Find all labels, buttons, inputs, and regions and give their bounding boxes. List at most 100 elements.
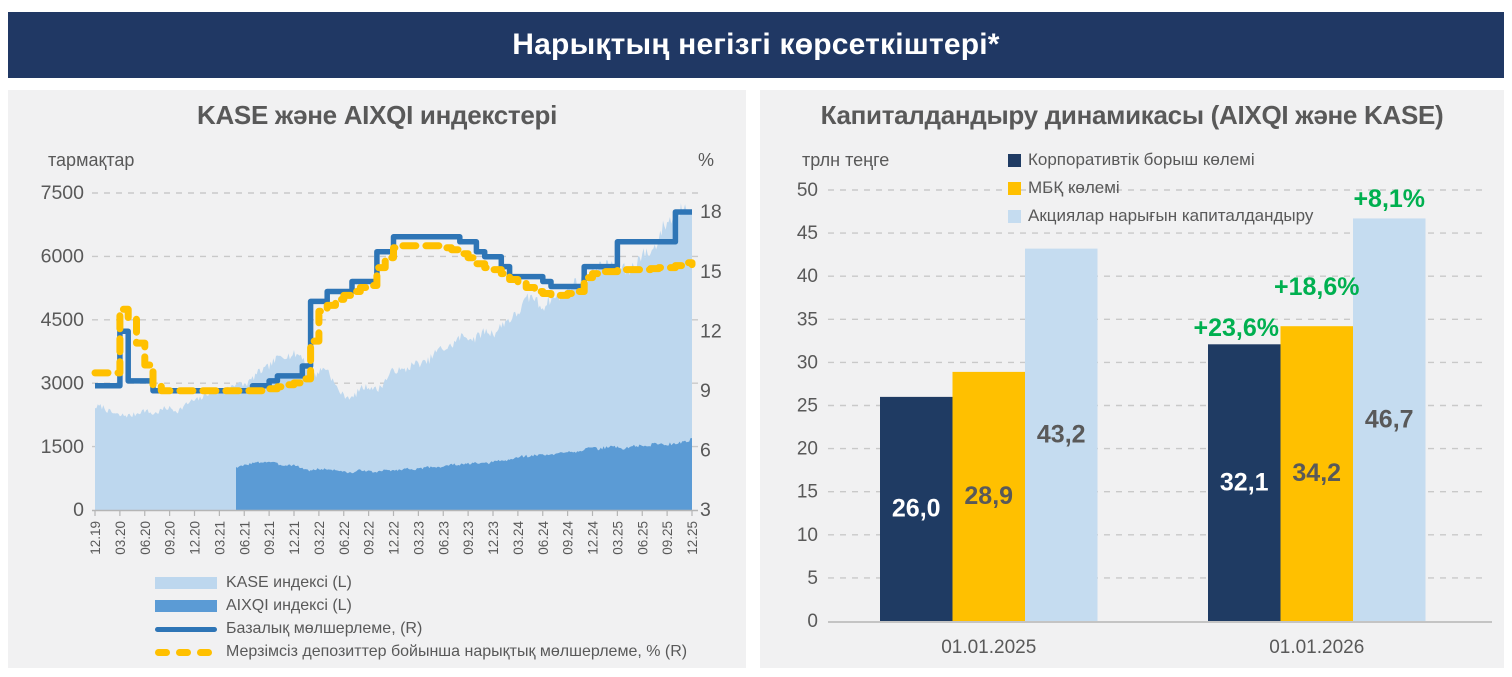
area-swatch [155, 600, 217, 612]
aixqi-index-area-series [236, 438, 692, 510]
x-axis-tick-label: 06.20 [138, 521, 153, 555]
y-axis-tick-label: 35 [797, 309, 818, 330]
bar-0-cat-0 [880, 396, 953, 621]
legend-item: KASE индексі (L) [155, 573, 687, 593]
legend-swatch-area [155, 577, 217, 589]
x-axis-tick-label: 09.24 [561, 521, 576, 555]
legend-item: Корпоративтік борыш көлемі [1008, 150, 1313, 169]
y-axis-tick-label: 0 [807, 611, 818, 632]
line-swatch [155, 626, 217, 632]
bar-1-cat-0 [952, 371, 1025, 621]
bar-1-cat-1 [1280, 326, 1353, 621]
legend-item: МБҚ көлемі [1008, 178, 1313, 197]
capitalization-bar-chart: трлн теңге 0 5 10 15 20 25 30 35 40 45 50 26,0 28,9 43… [797, 150, 1492, 658]
category-label: 01.01.2025 [941, 637, 1036, 658]
left-axis-unit-label: тармақтар [48, 150, 134, 170]
bar-value-label: 28,9 [964, 482, 1013, 510]
y-axis-tick-label: 30 [797, 352, 818, 373]
right-axis-tick-label: 18 [700, 201, 722, 223]
right-axis-unit-label: % [698, 150, 714, 170]
x-axis-tick-label: 06.25 [635, 521, 650, 555]
y-axis-tick-label: 40 [797, 266, 818, 287]
right-chart-title: Капиталдандыру динамикасы (AIXQI және KA… [820, 100, 1444, 130]
x-axis-tick-label: 09.21 [262, 521, 277, 555]
bar-value-label: 43,2 [1037, 420, 1086, 448]
x-axis-tick-label: 12.22 [387, 521, 402, 555]
x-axis-tick-label: 06.21 [237, 521, 252, 555]
x-axis-tick-label: 12.21 [287, 521, 302, 555]
x-axis-tick-label: 03.24 [511, 521, 526, 555]
right-axis-tick-label: 12 [700, 320, 722, 342]
x-axis-tick-label: 06.23 [436, 521, 451, 555]
legend-square-swatch [1008, 153, 1021, 167]
legend-label: Мерзімсіз депозиттер бойынша нарықтық мө… [226, 643, 688, 660]
dash-swatch [176, 648, 191, 656]
legend-label: AIXQI индексі (L) [226, 597, 352, 614]
x-axis-tick-label: 03.21 [212, 521, 227, 555]
left-axis-tick-label: 7500 [41, 182, 85, 204]
x-axis-tick-label: 12.25 [685, 521, 700, 555]
y-axis-tick-label: 25 [797, 396, 818, 417]
left-axis-tick-label: 6000 [41, 246, 85, 268]
legend-label: Акциялар нарығын капиталдандыру [1028, 206, 1314, 225]
x-axis-tick-label: 09.25 [660, 521, 675, 555]
right-axis-tick-label: 15 [700, 261, 722, 283]
left-axis-tick-label: 0 [73, 499, 84, 521]
y-axis-tick-label: 50 [797, 180, 818, 201]
x-axis-tick-label: 12.23 [486, 521, 501, 555]
x-axis-tick-label: 06.24 [536, 521, 551, 555]
bar-2-cat-0 [1025, 248, 1098, 621]
x-axis-tick-label: 09.22 [362, 521, 377, 555]
x-axis-tick-label: 03.20 [113, 521, 128, 555]
growth-percent-annotation: +8,1% [1353, 185, 1425, 213]
growth-percent-annotation: +18,6% [1274, 273, 1360, 301]
category-label: 01.01.2026 [1269, 637, 1364, 658]
left-chart-title: KASE және AIXQI индекстері [196, 100, 558, 130]
x-axis-tick-label: 12.24 [586, 521, 601, 555]
legend-swatch-step-line-dashed [155, 648, 217, 656]
kase-aixqi-index-chart: тармақтар % 0 1500 3000 4500 6000 7500 3 6 9 12 15 18… [41, 150, 722, 555]
legend-label: Базалық мөлшерлеме, (R) [226, 620, 423, 637]
bar-value-label: 46,7 [1365, 405, 1414, 433]
x-axis-tick-label: 06.22 [337, 521, 352, 555]
y-axis-tick-label: 10 [797, 525, 818, 546]
bar-value-label: 26,0 [892, 495, 941, 523]
right-axis-tick-label: 6 [700, 440, 711, 462]
kase-aixqi-index-chart-panel: KASE және AIXQI индекстері тармақтар% 0 15… [8, 90, 746, 668]
capitalization-chart-panel: Капиталдандыру динамикасы (AIXQI және KA… [760, 90, 1504, 668]
legend-item: Акциялар нарығын капиталдандыру [1008, 206, 1314, 225]
legend-item: AIXQI индексі (L) [155, 596, 687, 616]
y-axis-tick-label: 15 [797, 482, 818, 503]
legend-swatch-area [155, 600, 217, 612]
bar-value-label: 32,1 [1220, 468, 1269, 496]
bar-value-label: 34,2 [1292, 459, 1341, 487]
legend-item: Базалық мөлшерлеме, (R) [155, 619, 687, 639]
dash-swatch [155, 648, 170, 656]
legend-label: МБҚ көлемі [1028, 178, 1120, 197]
left-axis-tick-label: 4500 [41, 309, 85, 331]
left-axis-tick-label: 3000 [41, 372, 85, 394]
legend-item: Мерзімсіз депозиттер бойынша нарықтық мө… [155, 642, 687, 662]
left-chart-legend: KASE индексі (L) AIXQI индексі (L) Базалық… [155, 573, 687, 662]
legend-label: Корпоративтік борыш көлемі [1028, 150, 1255, 169]
legend-square-swatch [1008, 181, 1021, 195]
kase-index-area-series [95, 203, 692, 510]
growth-percent-annotation: +23,6% [1194, 314, 1280, 342]
legend-swatch-step-line [155, 626, 217, 632]
left-axis-tick-label: 1500 [41, 436, 85, 458]
y-axis-tick-label: 5 [807, 568, 818, 589]
bar-2-cat-1 [1353, 218, 1426, 622]
dash-swatch [197, 648, 212, 656]
page-title-banner: Нарықтың негізгі көрсеткіштері* [8, 12, 1504, 78]
deposit-market-rate-dashed-line [91, 242, 696, 395]
y-axis-tick-label: 45 [797, 223, 818, 244]
x-axis-tick-label: 09.20 [163, 521, 178, 555]
area-swatch [155, 577, 217, 589]
right-chart-legend: Корпоративтік борыш көлемі МБҚ көлемі Акци… [1008, 150, 1314, 225]
right-axis-tick-label: 3 [700, 499, 711, 521]
page-title: Нарықтың негізгі көрсеткіштері* [512, 28, 1000, 61]
y-axis-unit-label: трлн теңге [802, 150, 889, 170]
x-axis-tick-label: 12.20 [188, 521, 203, 555]
legend-label: KASE индексі (L) [226, 574, 352, 591]
right-axis-tick-label: 9 [700, 380, 711, 402]
